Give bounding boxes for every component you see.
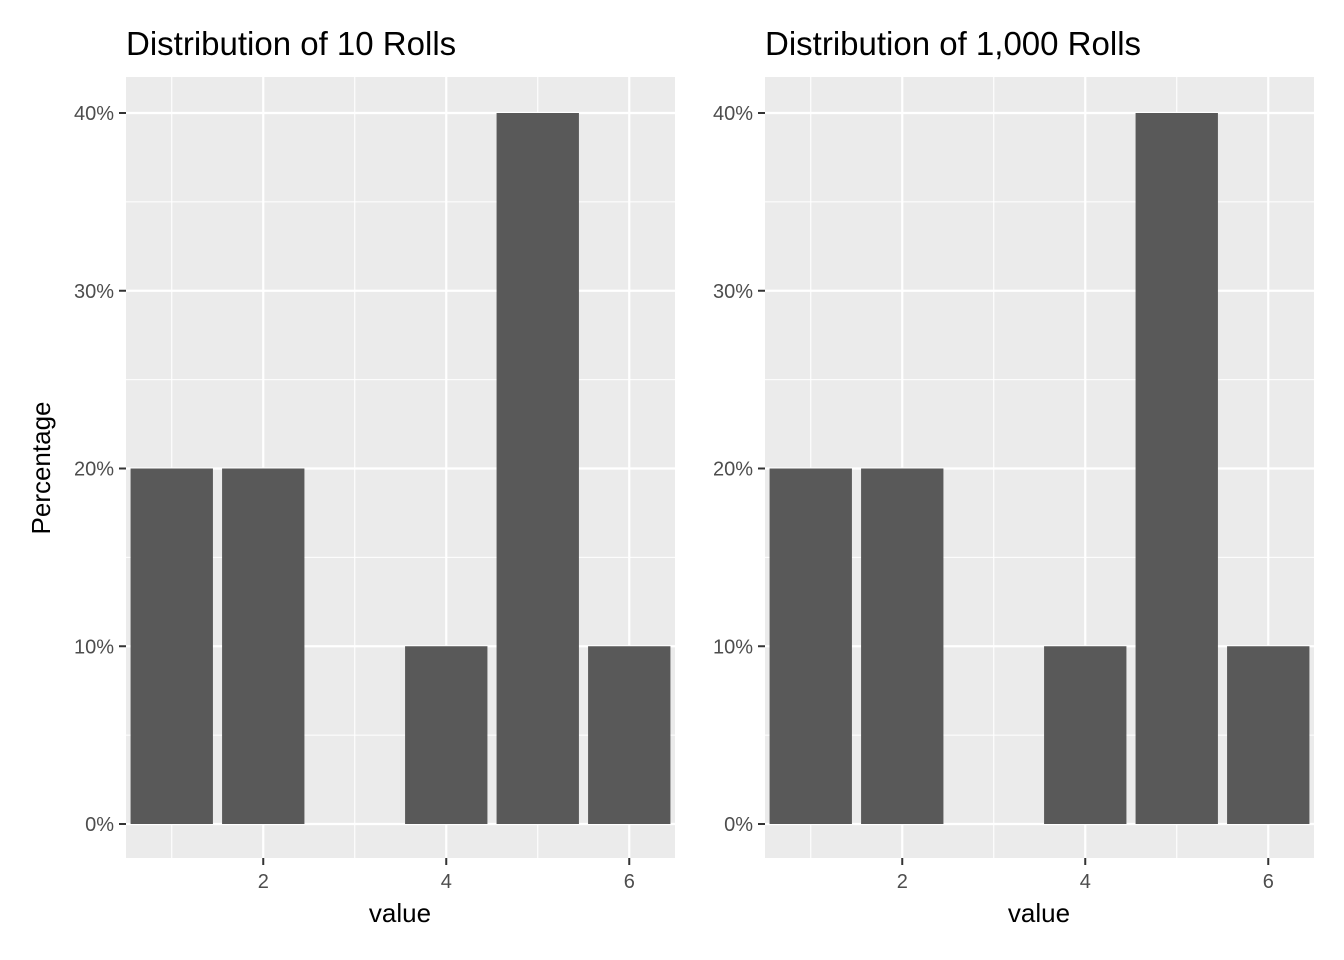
bar-value-4 bbox=[1044, 646, 1127, 824]
y-tick-label: 30% bbox=[713, 281, 753, 303]
bar-value-5 bbox=[1135, 113, 1218, 824]
y-tick-label: 40% bbox=[713, 103, 753, 125]
y-tick-label: 10% bbox=[713, 636, 753, 658]
y-tick-label: 20% bbox=[713, 459, 753, 481]
panel-left: 0% 10% 20% 30% 40% 2 4 6 Distribution of 10 Roll… bbox=[26, 25, 675, 928]
bar-value-1 bbox=[130, 468, 213, 824]
y-tick-label: 10% bbox=[74, 636, 114, 658]
bar-value-6 bbox=[1227, 646, 1310, 824]
y-tick-label: 20% bbox=[74, 459, 114, 481]
y-axis-label: Percentage bbox=[26, 402, 56, 535]
bar-value-5 bbox=[496, 113, 579, 824]
chart-title: Distribution of 10 Rolls bbox=[126, 25, 456, 62]
bar-value-2 bbox=[861, 468, 944, 824]
x-tick-label: 4 bbox=[1080, 871, 1091, 893]
y-tick-label: 0% bbox=[85, 814, 114, 836]
x-tick-label: 4 bbox=[441, 871, 452, 893]
bar-value-2 bbox=[222, 468, 305, 824]
y-tick-label: 40% bbox=[74, 103, 114, 125]
bar-value-4 bbox=[405, 646, 488, 824]
y-tick-label: 0% bbox=[724, 814, 753, 836]
x-axis-label: value bbox=[1008, 898, 1070, 928]
x-tick-label: 6 bbox=[1263, 871, 1274, 893]
panel-right: 0% 10% 20% 30% 40% 2 4 6 Distribution of 1,000 R… bbox=[713, 25, 1314, 928]
x-tick-label: 2 bbox=[258, 871, 269, 893]
y-tick-label: 30% bbox=[74, 281, 114, 303]
bar-value-6 bbox=[588, 646, 671, 824]
chart-title: Distribution of 1,000 Rolls bbox=[765, 25, 1141, 62]
x-tick-label: 6 bbox=[624, 871, 635, 893]
x-tick-label: 2 bbox=[897, 871, 908, 893]
x-axis-label: value bbox=[369, 898, 431, 928]
bar-value-1 bbox=[769, 468, 852, 824]
